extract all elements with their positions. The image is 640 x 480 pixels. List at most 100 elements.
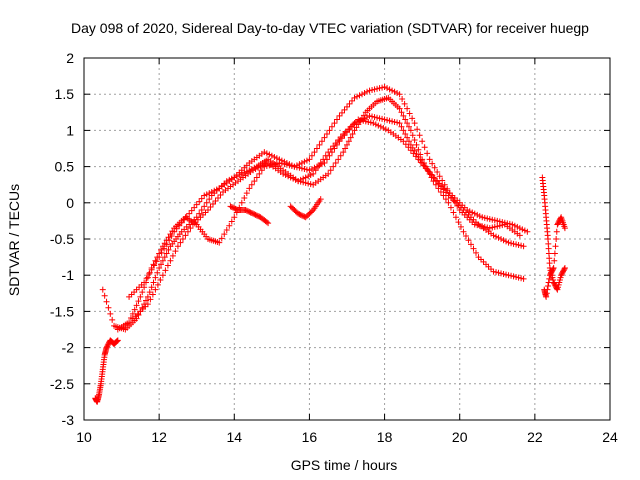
data-point-plus bbox=[114, 337, 121, 344]
data-point-plus bbox=[545, 279, 552, 286]
data-point-plus bbox=[328, 123, 335, 130]
data-point-plus bbox=[442, 196, 449, 203]
data-point-plus bbox=[498, 270, 505, 277]
data-point-plus bbox=[489, 216, 496, 223]
data-point-plus bbox=[204, 207, 211, 214]
data-point-plus bbox=[327, 167, 334, 174]
data-point-plus bbox=[308, 208, 315, 215]
data-point-plus bbox=[242, 207, 249, 214]
y-tick-label: 1 bbox=[66, 122, 74, 138]
data-point-plus bbox=[362, 118, 369, 125]
data-point-plus bbox=[344, 141, 350, 148]
data-point-plus bbox=[367, 119, 374, 126]
data-point-plus bbox=[150, 261, 157, 268]
data-point-plus bbox=[494, 217, 501, 224]
data-point-plus bbox=[412, 153, 419, 160]
data-point-plus bbox=[327, 146, 334, 153]
data-point-plus bbox=[313, 145, 320, 152]
data-point-plus bbox=[411, 120, 418, 127]
data-point-plus bbox=[479, 214, 486, 221]
data-point-plus bbox=[281, 158, 288, 165]
data-point-plus bbox=[411, 137, 418, 144]
data-point-plus bbox=[166, 237, 173, 244]
data-point-plus bbox=[509, 221, 516, 228]
data-point-plus bbox=[295, 178, 302, 185]
data-point-plus bbox=[172, 248, 179, 255]
data-point-plus bbox=[217, 191, 224, 198]
data-point-plus bbox=[109, 316, 116, 323]
y-tick-label: -1 bbox=[62, 267, 75, 283]
data-point-plus bbox=[561, 266, 568, 273]
data-point-plus bbox=[148, 266, 155, 273]
data-point-plus bbox=[105, 304, 112, 311]
data-point-plus bbox=[335, 156, 342, 163]
data-point-plus bbox=[355, 116, 362, 123]
data-point-plus bbox=[520, 275, 527, 282]
data-point-plus bbox=[333, 116, 340, 123]
data-point-plus bbox=[495, 269, 502, 276]
data-point-plus bbox=[139, 304, 146, 311]
x-tick-label: 16 bbox=[302, 429, 318, 445]
data-point-plus bbox=[394, 89, 401, 96]
data-point-plus bbox=[308, 166, 315, 173]
data-point-plus bbox=[359, 91, 366, 98]
data-point-plus bbox=[370, 120, 377, 127]
data-point-plus bbox=[232, 205, 239, 212]
data-point-plus bbox=[171, 228, 178, 235]
data-point-plus bbox=[347, 134, 354, 141]
data-point-plus bbox=[216, 239, 223, 246]
data-point-plus bbox=[424, 150, 431, 157]
y-tick-label: 2 bbox=[66, 50, 74, 66]
data-point-plus bbox=[389, 87, 396, 94]
data-point-plus bbox=[467, 241, 474, 248]
data-point-plus bbox=[273, 160, 280, 167]
data-point-plus bbox=[407, 147, 414, 154]
data-point-plus bbox=[198, 195, 205, 202]
data-point-plus bbox=[398, 123, 405, 130]
data-point-plus bbox=[306, 167, 313, 174]
data-point-plus bbox=[349, 131, 356, 138]
data-point-plus bbox=[209, 201, 216, 208]
data-point-plus bbox=[396, 91, 403, 98]
y-tick-label: -2 bbox=[62, 340, 75, 356]
data-point-plus bbox=[543, 293, 550, 300]
data-point-plus bbox=[163, 250, 170, 257]
data-point-plus bbox=[550, 264, 557, 271]
data-point-plus bbox=[399, 96, 406, 103]
data-point-plus bbox=[184, 228, 191, 235]
data-point-plus bbox=[152, 257, 159, 264]
data-point-plus bbox=[496, 222, 503, 229]
data-point-plus bbox=[498, 236, 505, 242]
data-point-plus bbox=[226, 222, 233, 229]
data-point-plus bbox=[490, 268, 497, 275]
data-point-plus bbox=[553, 236, 560, 242]
data-point-plus bbox=[422, 165, 429, 172]
data-point-plus bbox=[503, 238, 510, 245]
data-point-plus bbox=[486, 225, 493, 232]
data-point-plus bbox=[211, 187, 218, 194]
data-point-plus bbox=[169, 252, 176, 259]
data-point-plus bbox=[256, 170, 263, 177]
data-point-plus bbox=[315, 163, 322, 170]
data-point-plus bbox=[341, 132, 348, 139]
x-tick-label: 22 bbox=[527, 429, 543, 445]
data-point-plus bbox=[398, 109, 405, 116]
data-point-plus bbox=[207, 204, 214, 211]
data-point-plus bbox=[345, 138, 352, 145]
series-track-3 bbox=[126, 83, 523, 300]
data-point-plus bbox=[514, 223, 521, 230]
data-point-plus bbox=[481, 223, 488, 230]
data-point-plus bbox=[292, 176, 299, 183]
data-point-plus bbox=[198, 207, 205, 214]
data-point-plus bbox=[221, 231, 228, 238]
data-point-plus bbox=[342, 145, 349, 152]
data-point-plus bbox=[266, 151, 273, 158]
data-point-plus bbox=[177, 239, 184, 246]
x-tick-label: 12 bbox=[151, 429, 167, 445]
data-point-plus bbox=[306, 156, 313, 163]
data-point-plus bbox=[321, 134, 328, 141]
data-point-plus bbox=[382, 126, 389, 133]
data-point-plus bbox=[203, 191, 210, 198]
data-point-plus bbox=[494, 223, 501, 230]
data-point-plus bbox=[162, 267, 169, 274]
